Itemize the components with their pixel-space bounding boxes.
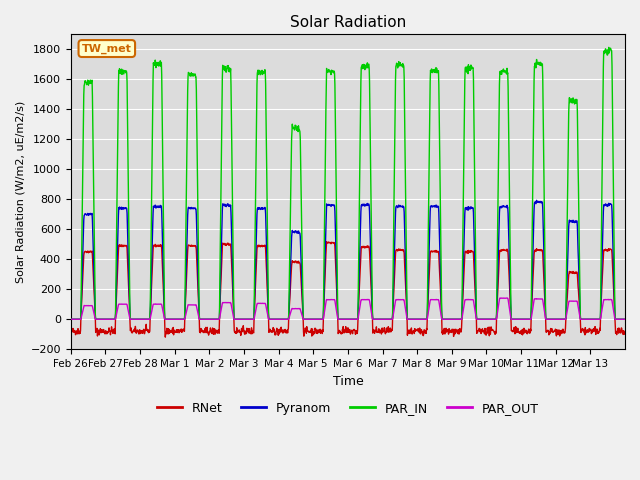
PAR_IN xyxy=(333,252,341,257)
RNet xyxy=(154,243,161,249)
Line: Pyranom: Pyranom xyxy=(71,200,625,319)
PAR_OUT xyxy=(478,316,486,322)
RNet xyxy=(621,331,628,337)
PAR_IN xyxy=(621,316,628,322)
RNet xyxy=(614,327,622,333)
PAR_IN xyxy=(605,45,612,50)
PAR_IN xyxy=(478,316,486,322)
Pyranom xyxy=(532,197,540,203)
PAR_OUT xyxy=(560,316,568,322)
PAR_IN xyxy=(614,316,621,322)
X-axis label: Time: Time xyxy=(333,374,364,387)
Text: TW_met: TW_met xyxy=(82,43,132,54)
Pyranom xyxy=(323,201,330,207)
PAR_OUT xyxy=(621,316,628,322)
Pyranom xyxy=(67,316,75,322)
Pyranom xyxy=(621,316,628,322)
PAR_OUT xyxy=(67,316,75,322)
PAR_IN xyxy=(154,62,161,68)
RNet xyxy=(323,240,331,246)
PAR_OUT xyxy=(614,316,621,322)
Title: Solar Radiation: Solar Radiation xyxy=(290,15,406,30)
PAR_OUT xyxy=(154,301,161,307)
PAR_OUT xyxy=(333,312,341,317)
Line: RNet: RNet xyxy=(71,241,625,337)
PAR_OUT xyxy=(323,297,330,302)
RNet xyxy=(323,239,330,244)
PAR_IN xyxy=(323,66,330,72)
RNet xyxy=(560,330,568,336)
Legend: RNet, Pyranom, PAR_IN, PAR_OUT: RNet, Pyranom, PAR_IN, PAR_OUT xyxy=(152,396,544,420)
PAR_IN xyxy=(559,316,567,322)
Pyranom xyxy=(560,316,568,322)
Pyranom xyxy=(333,287,341,292)
Pyranom xyxy=(614,316,621,322)
RNet xyxy=(334,316,342,322)
PAR_OUT xyxy=(503,295,511,301)
Line: PAR_OUT: PAR_OUT xyxy=(71,298,625,319)
RNet xyxy=(479,329,486,335)
RNet xyxy=(161,334,169,340)
PAR_IN xyxy=(67,316,75,322)
RNet xyxy=(67,327,75,333)
Line: PAR_IN: PAR_IN xyxy=(71,48,625,319)
Pyranom xyxy=(478,316,486,322)
Y-axis label: Solar Radiation (W/m2, uE/m2/s): Solar Radiation (W/m2, uE/m2/s) xyxy=(15,100,25,283)
Pyranom xyxy=(154,204,161,210)
